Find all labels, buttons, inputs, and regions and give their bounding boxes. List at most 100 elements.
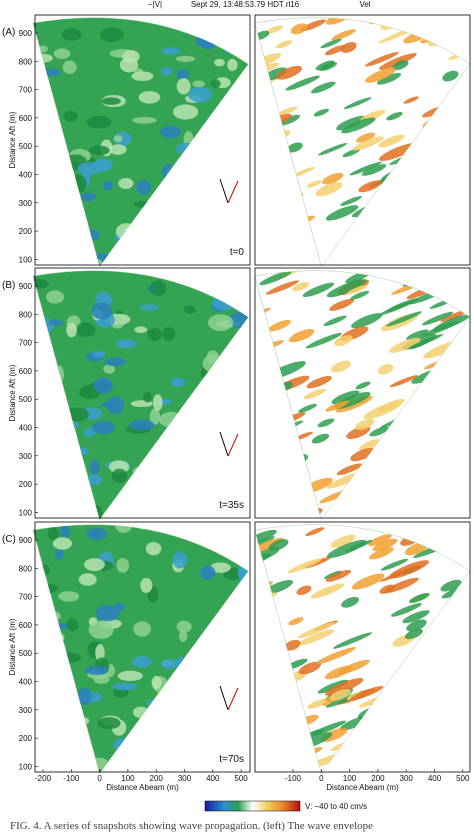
y-tick-label: 500	[19, 142, 33, 151]
contour-blob	[41, 583, 58, 594]
y-tick-label: 100	[19, 762, 33, 771]
contour-blob	[288, 328, 315, 343]
left-title: −|V|	[148, 0, 162, 9]
contour-blob	[137, 524, 148, 530]
contour-blob	[132, 656, 153, 668]
arrow-black	[219, 431, 229, 457]
contour-blob	[336, 463, 363, 476]
contour-blob	[68, 468, 80, 476]
y-tick-label: 400	[19, 171, 33, 180]
contour-blob	[274, 193, 304, 207]
y-tick-label: 400	[19, 424, 33, 433]
contour-blob	[55, 548, 64, 560]
contour-blob	[315, 182, 343, 197]
contour-blob	[303, 388, 327, 400]
arrow-red	[227, 687, 239, 711]
contour-blob	[438, 502, 470, 519]
panel-label: (B)	[2, 280, 15, 291]
contour-blob	[307, 699, 327, 709]
panel-label: (C)	[2, 534, 16, 545]
y-tick-label: 600	[19, 621, 33, 630]
contour-blob	[234, 115, 249, 134]
contour-blob	[92, 253, 112, 267]
contour-blob	[325, 205, 359, 221]
contour-blob	[220, 672, 241, 687]
contour-blob	[92, 350, 106, 358]
contour-blob	[113, 135, 123, 143]
y-tick-label: 200	[19, 227, 33, 236]
contour-blob	[116, 557, 130, 573]
contour-blob	[33, 666, 54, 684]
y-tick-label: 200	[19, 734, 33, 743]
contour-blob	[292, 282, 310, 292]
contour-blob	[180, 474, 190, 482]
contour-blob	[369, 17, 404, 25]
contour-blob	[172, 104, 199, 120]
x-tick-label: 400	[206, 774, 220, 783]
contour-blob	[59, 525, 71, 538]
contour-blob	[215, 170, 231, 182]
contour-blob	[329, 688, 351, 701]
contour-blob	[232, 210, 249, 221]
contour-blob	[45, 290, 65, 304]
contour-blob	[33, 162, 43, 171]
contour-blob	[180, 503, 192, 520]
contour-blob	[170, 706, 193, 720]
colorbar	[204, 800, 301, 812]
panel-label: (A)	[2, 27, 15, 38]
contour-blob	[306, 375, 332, 389]
contour-blob	[77, 687, 92, 706]
contour-blob	[261, 188, 295, 204]
contour-blob	[214, 58, 225, 67]
contour-blob	[414, 524, 430, 527]
contour-blob	[174, 524, 192, 532]
contour-blob	[380, 558, 409, 571]
contour-blob	[207, 381, 218, 392]
contour-blob	[440, 579, 462, 592]
contour-blob	[343, 501, 370, 513]
contour-blob	[372, 227, 400, 240]
contour-blob	[147, 328, 163, 342]
contour-blob	[95, 291, 113, 307]
contour-blob	[118, 177, 134, 189]
contour-blob	[400, 687, 433, 703]
contour-blob	[38, 564, 51, 576]
contour-blob	[192, 80, 205, 88]
contour-blob	[254, 402, 271, 413]
x-tick-label: 0	[97, 774, 102, 783]
contour-blob	[232, 631, 249, 645]
contour-blob	[408, 592, 430, 604]
contour-blob	[144, 481, 157, 498]
contour-blob	[433, 185, 452, 196]
y-tick-label: 600	[19, 367, 33, 376]
contour-blob	[350, 448, 375, 462]
contour-blob	[58, 684, 68, 698]
contour-blob	[443, 480, 470, 496]
contour-blob	[196, 649, 223, 667]
contour-blob	[172, 686, 197, 694]
contour-blob	[46, 467, 71, 479]
contour-blob	[416, 21, 447, 36]
contour-blob	[313, 108, 329, 117]
contour-blob	[207, 632, 223, 640]
wedge	[32, 524, 249, 775]
contour-blob	[307, 720, 347, 737]
x-tick-label: 100	[343, 774, 357, 783]
contour-blob	[36, 127, 47, 138]
contour-blob	[239, 689, 249, 706]
contour-blob	[91, 420, 115, 435]
contour-blob	[438, 752, 470, 771]
contour-blob	[444, 702, 466, 715]
contour-blob	[58, 178, 68, 196]
contour-blob	[331, 390, 360, 405]
contour-blob	[210, 485, 224, 497]
contour-blob	[287, 558, 322, 574]
contour-blob	[204, 656, 215, 674]
panel: 900 800 700 600 500 400 300 200 100 Distance Aft …	[2, 14, 251, 268]
contour-blob	[212, 684, 228, 702]
panel	[254, 267, 471, 521]
contour-blob	[223, 36, 232, 54]
contour-blob	[231, 612, 241, 629]
contour-blob	[369, 426, 389, 437]
contour-blob	[104, 357, 127, 367]
